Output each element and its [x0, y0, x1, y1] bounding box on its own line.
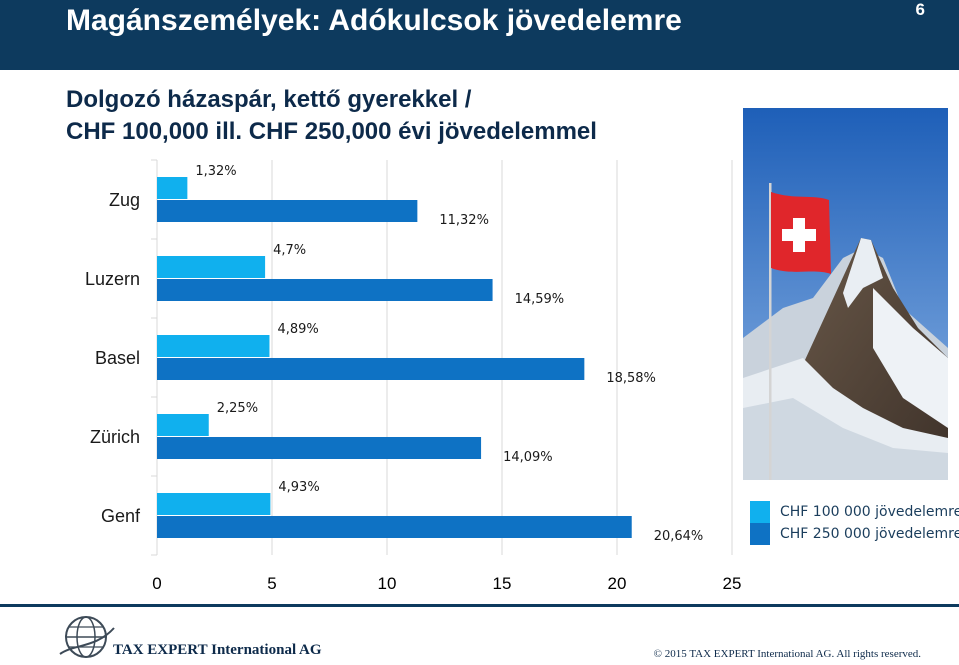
data-label: 1,32%	[195, 164, 236, 179]
x-tick-label: 5	[267, 574, 276, 593]
category-label: Zürich	[90, 427, 140, 447]
bar-chf250k	[157, 516, 632, 538]
data-label: 4,7%	[273, 243, 306, 258]
x-tick-label: 0	[152, 574, 161, 593]
bar-chf100k	[157, 414, 209, 436]
footer-copyright: © 2015 TAX EXPERT International AG. All …	[653, 648, 921, 660]
swiss-flag-matterhorn-photo	[743, 108, 948, 480]
data-label: 20,64%	[654, 529, 704, 544]
data-label: 18,58%	[606, 371, 656, 386]
category-label: Zug	[109, 190, 140, 210]
slide-header: Magánszemélyek: Adókulcsok jövedelemre 6	[0, 0, 959, 70]
data-label: 4,93%	[278, 480, 319, 495]
legend-swatch-series-2	[750, 523, 770, 545]
slide-subtitle: Dolgozó házaspár, kettő gyerekkel / CHF …	[66, 84, 597, 148]
footer-divider	[0, 604, 959, 607]
legend-label-series-2: CHF 250 000 jövedelemre	[780, 526, 959, 542]
bar-chf250k	[157, 358, 585, 380]
x-tick-label: 10	[378, 574, 397, 593]
category-label: Basel	[95, 348, 140, 368]
bar-chf100k	[157, 335, 270, 357]
x-tick-label: 25	[723, 574, 742, 593]
bar-chf100k	[157, 493, 271, 515]
data-label: 14,59%	[515, 292, 565, 307]
footer-company-name: TAX EXPERT International AG	[113, 642, 322, 658]
data-label: 4,89%	[277, 322, 318, 337]
slide-title: Magánszemélyek: Adókulcsok jövedelemre	[66, 4, 682, 37]
data-label: 11,32%	[439, 213, 489, 228]
bar-chf250k	[157, 279, 493, 301]
category-label: Luzern	[85, 269, 140, 289]
globe-logo-icon	[56, 614, 116, 665]
bar-chf100k	[157, 256, 266, 278]
bar-chf250k	[157, 437, 482, 459]
data-label: 14,09%	[503, 450, 553, 465]
category-label: Genf	[101, 506, 141, 526]
x-tick-label: 20	[608, 574, 627, 593]
x-tick-label: 15	[493, 574, 512, 593]
legend-label-series-1: CHF 100 000 jövedelemre	[780, 504, 959, 520]
data-label: 2,25%	[217, 401, 258, 416]
bar-chf100k	[157, 177, 188, 199]
legend-swatch-series-1	[750, 501, 770, 523]
subtitle-line-1: Dolgozó házaspár, kettő gyerekkel /	[66, 86, 472, 113]
tax-rate-bar-chart: 0 5 10 15 20 25 Zug 1,32% 11,32% Luzern 4,7% 14,59%…	[85, 159, 742, 593]
bar-chf250k	[157, 200, 418, 222]
subtitle-line-2: CHF 100,000 ill. CHF 250,000 évi jövedel…	[66, 118, 597, 145]
page-number: 6	[915, 0, 925, 19]
